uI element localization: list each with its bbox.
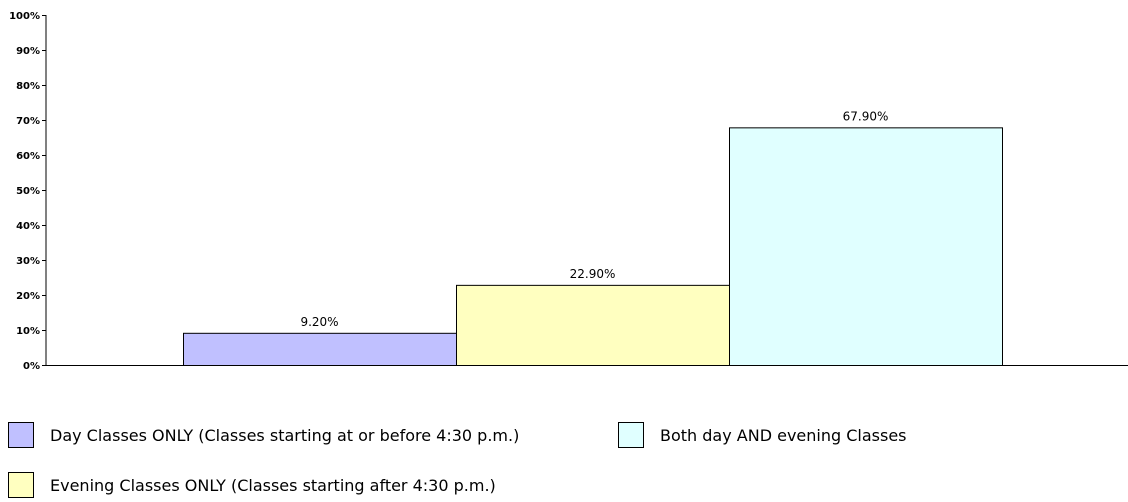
- y-tick-label: 70%: [16, 116, 40, 127]
- legend-swatch-evening-only: [8, 472, 34, 498]
- bar-chart: 0% 10% 20% 30% 40% 50% 60% 70% 80% 90% 100% 9.20% 2…: [9, 11, 1128, 372]
- legend-item-evening-only: Evening Classes ONLY (Classes starting a…: [8, 470, 496, 500]
- bar: [456, 284, 730, 367]
- legend-label-day-only: Day Classes ONLY (Classes starting at or…: [50, 425, 520, 445]
- legend-label-evening-only: Evening Classes ONLY (Classes starting a…: [50, 475, 496, 495]
- legend-item-day-only: Day Classes ONLY (Classes starting at or…: [8, 420, 519, 450]
- legend-label-both: Both day AND evening Classes: [660, 425, 907, 445]
- legend-swatch-day-only: [8, 422, 34, 448]
- y-tick-label: 40%: [16, 221, 40, 232]
- y-tick-label: 0%: [23, 361, 40, 372]
- bar-value-label: 22.90%: [570, 267, 616, 281]
- bars: [183, 127, 1003, 367]
- y-tick-label: 90%: [16, 46, 40, 57]
- legend-item-both: Both day AND evening Classes: [618, 420, 907, 450]
- y-tick-label: 80%: [16, 81, 40, 92]
- y-tick-label: 20%: [16, 291, 40, 302]
- y-tick-label: 100%: [9, 11, 40, 22]
- bar: [729, 127, 1003, 366]
- bar-value-label: 67.90%: [843, 109, 889, 123]
- y-tick-label: 50%: [16, 186, 40, 197]
- bar-value-label: 9.20%: [300, 315, 338, 329]
- y-axis: 0% 10% 20% 30% 40% 50% 60% 70% 80% 90% 100%: [9, 11, 47, 372]
- y-tick-label: 60%: [16, 151, 40, 162]
- bar: [183, 332, 457, 366]
- y-tick-label: 30%: [16, 256, 40, 267]
- bar-labels: 9.20% 22.90% 67.90%: [300, 109, 888, 328]
- y-tick-label: 10%: [16, 326, 40, 337]
- legend-swatch-both: [618, 422, 644, 448]
